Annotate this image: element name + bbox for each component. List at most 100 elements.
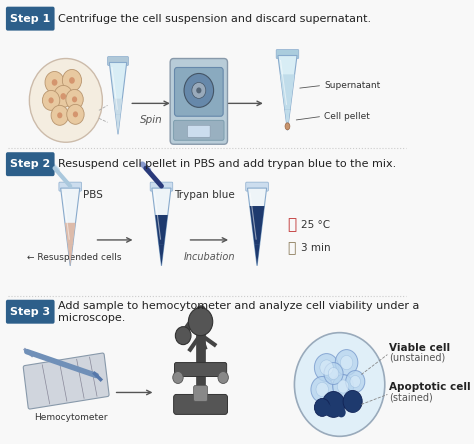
Circle shape — [320, 360, 333, 375]
Circle shape — [73, 111, 78, 117]
Text: Trypan blue: Trypan blue — [174, 190, 235, 200]
FancyBboxPatch shape — [193, 385, 208, 401]
Circle shape — [322, 392, 345, 417]
Text: Centrifuge the cell suspension and discard supernatant.: Centrifuge the cell suspension and disca… — [58, 14, 371, 24]
Polygon shape — [278, 56, 297, 109]
FancyBboxPatch shape — [276, 50, 299, 59]
Circle shape — [69, 77, 75, 84]
Polygon shape — [67, 244, 73, 266]
Circle shape — [346, 371, 365, 392]
FancyBboxPatch shape — [188, 125, 210, 137]
Polygon shape — [255, 244, 260, 266]
Circle shape — [51, 105, 68, 125]
Text: (stained): (stained) — [389, 392, 433, 402]
Circle shape — [52, 79, 57, 86]
Circle shape — [337, 380, 349, 393]
Circle shape — [333, 375, 354, 398]
FancyBboxPatch shape — [174, 363, 227, 377]
Circle shape — [328, 368, 339, 380]
Circle shape — [337, 408, 346, 417]
Polygon shape — [155, 215, 168, 244]
Text: Supernatant: Supernatant — [324, 81, 380, 90]
Circle shape — [29, 59, 102, 142]
Text: 3 min: 3 min — [301, 243, 331, 253]
Text: PBS: PBS — [83, 190, 103, 200]
Circle shape — [324, 363, 343, 385]
Polygon shape — [116, 114, 120, 134]
Polygon shape — [152, 188, 171, 244]
Circle shape — [60, 93, 66, 100]
Circle shape — [314, 398, 330, 416]
FancyBboxPatch shape — [108, 56, 128, 66]
Circle shape — [316, 382, 328, 396]
Circle shape — [184, 73, 214, 107]
FancyBboxPatch shape — [246, 182, 268, 191]
FancyBboxPatch shape — [6, 300, 55, 324]
Circle shape — [188, 308, 213, 336]
Polygon shape — [159, 244, 164, 266]
Circle shape — [67, 104, 84, 124]
Circle shape — [57, 112, 63, 118]
Polygon shape — [114, 99, 122, 114]
Text: 25 °C: 25 °C — [301, 220, 330, 230]
Circle shape — [350, 402, 359, 412]
Polygon shape — [61, 188, 80, 244]
Circle shape — [335, 349, 358, 376]
FancyBboxPatch shape — [173, 120, 224, 140]
Polygon shape — [247, 188, 266, 244]
Circle shape — [311, 377, 334, 402]
Polygon shape — [250, 206, 264, 244]
Circle shape — [196, 87, 201, 93]
Circle shape — [192, 83, 206, 99]
Text: Resuspend cell pellet in PBS and add trypan blue to the mix.: Resuspend cell pellet in PBS and add try… — [58, 159, 396, 169]
Polygon shape — [285, 109, 290, 130]
Text: ← Resuspended cells: ← Resuspended cells — [27, 254, 121, 262]
Text: Add sample to hemocytometer and analyze cell viability under a
microscope.: Add sample to hemocytometer and analyze … — [58, 301, 419, 323]
Circle shape — [321, 404, 332, 416]
Polygon shape — [285, 109, 290, 130]
Circle shape — [42, 91, 60, 111]
Text: Cell pellet: Cell pellet — [324, 112, 370, 121]
Text: 🌡: 🌡 — [287, 218, 297, 233]
Circle shape — [48, 97, 54, 103]
Circle shape — [218, 372, 228, 384]
Text: Viable cell: Viable cell — [389, 343, 450, 353]
Ellipse shape — [285, 123, 290, 130]
Text: Spin: Spin — [140, 115, 163, 125]
FancyBboxPatch shape — [174, 67, 223, 116]
Circle shape — [72, 96, 77, 103]
FancyBboxPatch shape — [6, 7, 55, 31]
FancyBboxPatch shape — [150, 182, 173, 191]
Circle shape — [350, 376, 361, 388]
Polygon shape — [65, 223, 75, 244]
FancyBboxPatch shape — [170, 59, 228, 144]
Polygon shape — [67, 244, 73, 266]
FancyBboxPatch shape — [173, 394, 228, 414]
Text: Apoptotic cell: Apoptotic cell — [389, 382, 471, 392]
Text: Step 1: Step 1 — [10, 14, 50, 24]
Circle shape — [173, 372, 183, 384]
Circle shape — [175, 327, 191, 345]
Circle shape — [314, 353, 339, 381]
Polygon shape — [116, 114, 120, 134]
Text: Step 2: Step 2 — [10, 159, 50, 169]
Text: Hemocytometer: Hemocytometer — [34, 413, 107, 422]
Polygon shape — [280, 74, 295, 109]
FancyBboxPatch shape — [6, 152, 55, 176]
Circle shape — [343, 390, 362, 412]
FancyBboxPatch shape — [23, 353, 109, 409]
Circle shape — [63, 69, 82, 91]
Circle shape — [340, 356, 353, 370]
Text: Incubation: Incubation — [183, 252, 235, 262]
Polygon shape — [159, 244, 164, 266]
Circle shape — [54, 85, 73, 107]
Text: ⏳: ⏳ — [287, 241, 296, 255]
Polygon shape — [109, 63, 127, 114]
Circle shape — [66, 89, 83, 109]
Text: (unstained): (unstained) — [389, 353, 446, 363]
FancyBboxPatch shape — [59, 182, 82, 191]
Polygon shape — [255, 244, 260, 266]
Circle shape — [45, 71, 64, 93]
Circle shape — [294, 333, 385, 436]
Text: Step 3: Step 3 — [10, 307, 50, 317]
